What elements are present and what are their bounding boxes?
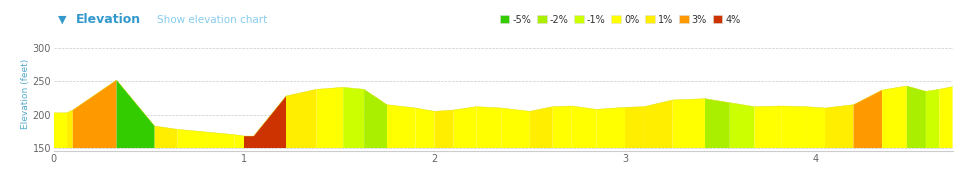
Text: Show elevation chart: Show elevation chart [157,15,268,25]
Polygon shape [907,86,926,148]
Polygon shape [672,99,705,148]
Text: Elevation: Elevation [76,13,142,26]
Polygon shape [415,108,435,148]
Polygon shape [939,87,953,148]
Polygon shape [730,103,754,148]
Polygon shape [72,80,116,148]
Polygon shape [435,110,453,148]
Polygon shape [926,89,939,148]
Polygon shape [178,129,206,148]
Polygon shape [754,106,782,148]
Polygon shape [453,107,477,148]
Legend: -5%, -2%, -1%, 0%, 1%, 3%, 4%: -5%, -2%, -1%, 0%, 1%, 3%, 4% [495,11,744,29]
Text: ▼: ▼ [59,15,66,25]
Polygon shape [553,106,572,148]
Polygon shape [244,136,254,148]
Polygon shape [625,107,644,148]
Polygon shape [67,110,72,148]
Polygon shape [806,107,825,148]
Polygon shape [477,107,501,148]
Polygon shape [882,86,907,148]
Polygon shape [597,107,625,148]
Polygon shape [572,106,597,148]
Polygon shape [206,132,234,148]
Polygon shape [644,100,672,148]
Polygon shape [54,113,67,148]
Polygon shape [530,107,553,148]
Polygon shape [254,96,286,148]
Polygon shape [154,126,178,148]
Polygon shape [782,106,806,148]
Polygon shape [364,89,387,148]
Polygon shape [854,90,882,148]
Polygon shape [116,80,154,148]
Polygon shape [387,105,415,148]
Polygon shape [286,89,317,148]
Polygon shape [705,99,730,148]
Polygon shape [317,87,343,148]
Polygon shape [501,108,530,148]
Polygon shape [343,87,364,148]
Polygon shape [825,105,854,148]
Y-axis label: Elevation (feet): Elevation (feet) [21,58,29,129]
Polygon shape [234,135,244,148]
